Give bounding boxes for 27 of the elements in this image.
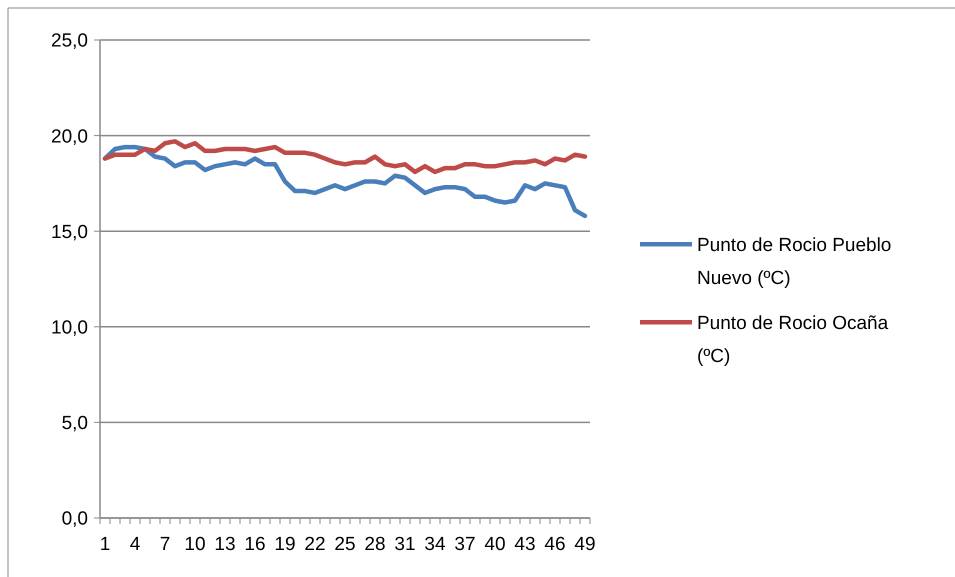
- line-series: [102, 144, 588, 218]
- x-tick-label: 16: [244, 534, 266, 555]
- y-tick-label: 5,0: [62, 413, 88, 434]
- x-tick-label: 49: [574, 534, 596, 555]
- x-tick-label: 43: [514, 534, 536, 555]
- x-tick-label: 7: [160, 534, 170, 555]
- x-tick-label: 46: [544, 534, 566, 555]
- x-tick-label: 13: [214, 534, 236, 555]
- line-series: [102, 139, 588, 174]
- x-tick-label: 37: [454, 534, 476, 555]
- legend-label: Punto de Rocio Ocaña (ºC): [697, 312, 889, 367]
- y-tick-label: 20,0: [51, 126, 88, 148]
- y-tick-label: 15,0: [51, 222, 88, 243]
- y-tick-label: 25,0: [51, 30, 88, 52]
- x-tick-label: 22: [304, 534, 326, 555]
- legend-label: Punto de Rocio Pueblo Nuevo (ºC): [697, 234, 892, 289]
- x-tick-label: 40: [484, 534, 506, 555]
- x-tick-label: 1: [100, 534, 110, 555]
- x-tick-label: 34: [424, 534, 446, 555]
- x-tick-label: 10: [184, 534, 206, 555]
- x-tick-label: 4: [130, 534, 141, 555]
- x-tick-label: 28: [364, 534, 386, 555]
- x-tick-label: 31: [394, 534, 416, 555]
- x-tick-label: 25: [334, 534, 356, 555]
- x-tick-label: 19: [274, 534, 296, 555]
- y-tick-label: 10,0: [51, 317, 88, 338]
- y-tick-label: 0,0: [62, 508, 88, 530]
